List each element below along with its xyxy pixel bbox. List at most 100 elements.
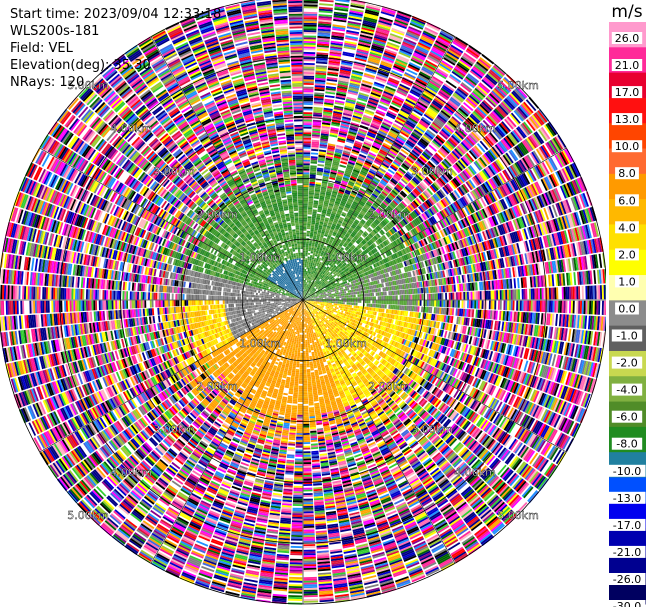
velocity-bin bbox=[503, 289, 506, 300]
velocity-bin bbox=[306, 239, 310, 242]
velocity-bin bbox=[359, 37, 372, 43]
velocity-bin bbox=[344, 295, 347, 298]
velocity-bin bbox=[456, 300, 458, 308]
velocity-bin bbox=[314, 293, 317, 295]
velocity-bin bbox=[340, 291, 343, 294]
velocity-bin bbox=[308, 262, 311, 265]
velocity-bin bbox=[312, 214, 317, 218]
velocity-bin bbox=[312, 123, 321, 126]
velocity-bin bbox=[303, 106, 313, 109]
velocity-bin bbox=[307, 267, 310, 270]
velocity-bin bbox=[581, 286, 584, 300]
velocity-bin bbox=[315, 79, 326, 83]
velocity-bin bbox=[452, 292, 455, 300]
velocity-bin bbox=[357, 294, 360, 297]
velocity-bin bbox=[317, 30, 331, 34]
velocity-bin bbox=[468, 291, 471, 300]
velocity-bin bbox=[311, 148, 319, 152]
velocity-bin bbox=[310, 229, 314, 232]
velocity-bin bbox=[547, 287, 550, 300]
velocity-bin bbox=[304, 281, 306, 284]
velocity-bin bbox=[304, 291, 306, 293]
velocity-bin bbox=[303, 170, 310, 173]
velocity-bin bbox=[331, 121, 341, 126]
velocity-bin bbox=[364, 12, 379, 18]
velocity-bin bbox=[324, 302, 327, 304]
velocity-bin bbox=[315, 68, 327, 72]
velocity-bin bbox=[443, 300, 446, 308]
velocity-bin bbox=[330, 128, 339, 133]
velocity-bin bbox=[303, 265, 305, 268]
velocity-bin bbox=[303, 185, 309, 188]
velocity-bin bbox=[313, 112, 323, 115]
velocity-bin bbox=[348, 297, 351, 300]
velocity-bin bbox=[312, 240, 316, 243]
velocity-bin bbox=[308, 271, 311, 274]
velocity-bin bbox=[436, 300, 438, 307]
velocity-bin bbox=[395, 300, 398, 305]
velocity-bin bbox=[344, 107, 354, 112]
velocity-bin bbox=[339, 128, 348, 133]
velocity-bin bbox=[307, 271, 309, 274]
velocity-bin bbox=[322, 209, 327, 212]
velocity-bin bbox=[303, 159, 310, 162]
velocity-bin bbox=[441, 300, 444, 307]
velocity-bin bbox=[334, 2, 349, 7]
velocity-bin bbox=[445, 300, 448, 308]
velocity-bin bbox=[320, 218, 325, 221]
velocity-bin bbox=[308, 265, 311, 268]
velocity-bin bbox=[333, 293, 336, 296]
velocity-bin bbox=[350, 297, 353, 300]
velocity-bin bbox=[352, 294, 354, 298]
velocity-bin bbox=[303, 126, 312, 129]
velocity-bin bbox=[397, 305, 400, 310]
velocity-bin bbox=[317, 167, 324, 171]
velocity-bin bbox=[319, 219, 324, 223]
velocity-bin bbox=[492, 300, 495, 310]
velocity-bin bbox=[516, 289, 519, 300]
velocity-bin bbox=[329, 55, 341, 59]
velocity-bin bbox=[331, 31, 345, 36]
velocity-bin bbox=[326, 187, 333, 191]
velocity-bin bbox=[307, 212, 312, 215]
velocity-bin bbox=[350, 302, 353, 305]
velocity-bin bbox=[313, 233, 317, 236]
velocity-bin bbox=[399, 295, 402, 300]
velocity-bin bbox=[335, 292, 338, 295]
velocity-bin bbox=[303, 30, 317, 33]
velocity-bin bbox=[319, 221, 324, 225]
velocity-bin bbox=[303, 256, 306, 259]
velocity-bin bbox=[304, 280, 305, 282]
velocity-bin bbox=[312, 121, 322, 124]
velocity-bin bbox=[313, 101, 324, 104]
velocity-bin bbox=[324, 297, 327, 299]
velocity-bin bbox=[303, 72, 315, 75]
velocity-bin bbox=[303, 46, 316, 49]
velocity-bin bbox=[308, 194, 314, 197]
velocity-bin bbox=[505, 300, 508, 311]
velocity-bin bbox=[309, 172, 316, 175]
velocity-bin bbox=[329, 294, 332, 296]
velocity-bin bbox=[303, 276, 305, 279]
velocity-bin bbox=[327, 184, 334, 188]
velocity-bin bbox=[305, 285, 307, 288]
velocity-bin bbox=[303, 223, 307, 226]
velocity-bin bbox=[334, 150, 343, 154]
velocity-bin bbox=[322, 177, 329, 181]
velocity-bin bbox=[349, 10, 364, 15]
velocity-bin bbox=[501, 290, 504, 300]
velocity-bin bbox=[405, 294, 407, 300]
velocity-bin bbox=[525, 300, 528, 312]
velocity-bin bbox=[303, 179, 309, 182]
velocity-bin bbox=[337, 85, 348, 90]
velocity-bin bbox=[360, 30, 374, 36]
velocity-bin bbox=[306, 243, 309, 246]
velocity-bin bbox=[303, 62, 315, 65]
velocity-bin bbox=[323, 173, 330, 177]
velocity-bin bbox=[303, 6, 318, 9]
velocity-bin bbox=[316, 213, 321, 217]
velocity-bin bbox=[338, 134, 347, 138]
velocity-bin bbox=[336, 87, 348, 92]
velocity-bin bbox=[350, 1, 366, 6]
velocity-bin bbox=[340, 293, 343, 296]
